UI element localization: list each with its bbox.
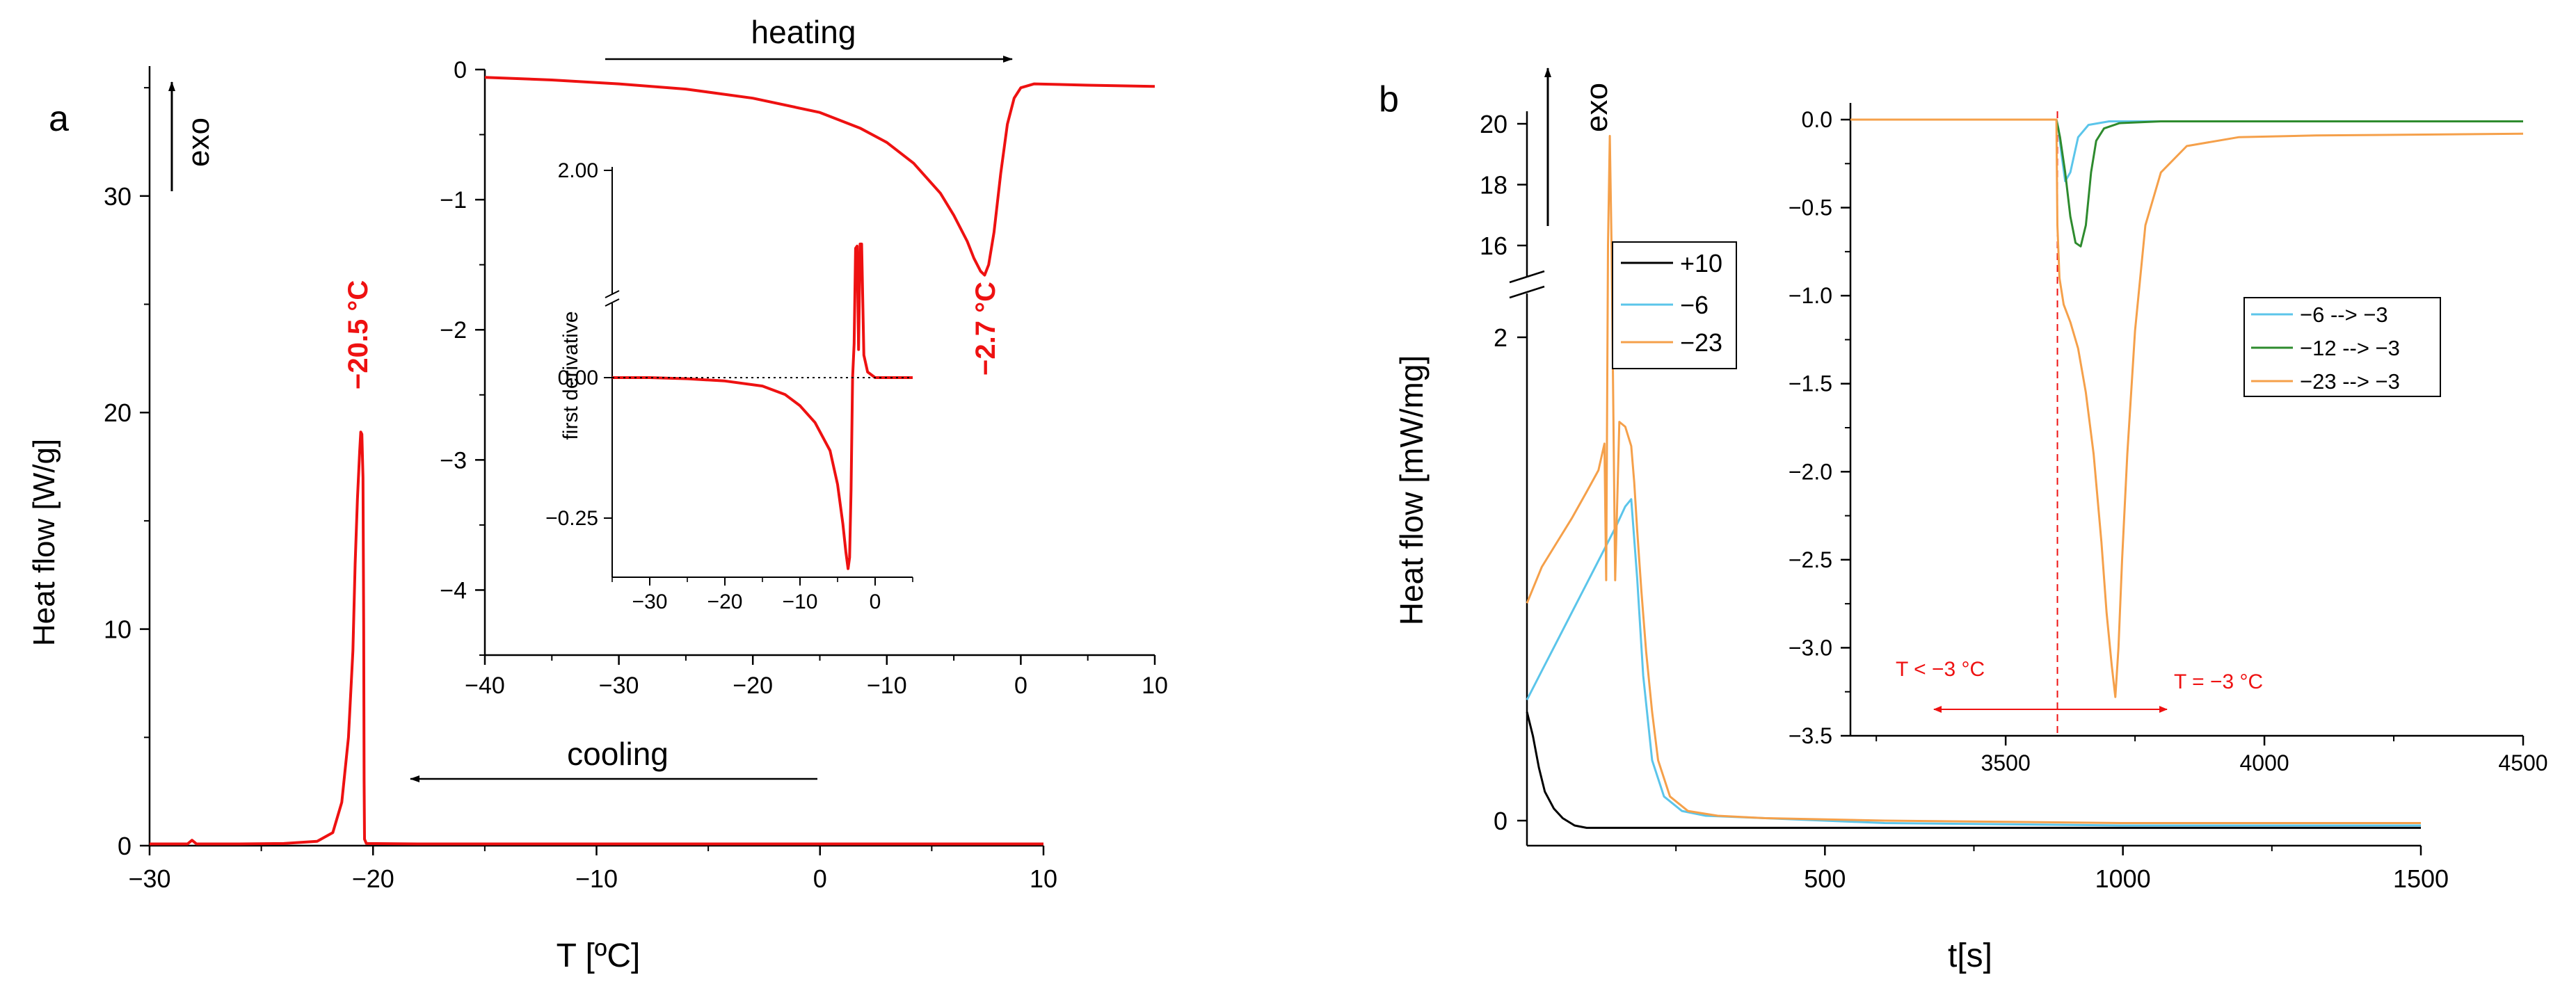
b-main-series-−23: [1526, 135, 2421, 824]
a-inset-xtick-label: −30: [599, 672, 639, 699]
b-inset-ytick-label: −2.5: [1789, 547, 1832, 572]
legend-b-main-label-3: −23: [1680, 328, 1722, 357]
a-main-ytick-label: 10: [104, 615, 131, 644]
annot-t-equal: T = −3 °C: [2174, 670, 2263, 693]
a-sub-xtick-label: 0: [870, 590, 881, 613]
a-inset-ytick-label: −1: [440, 187, 467, 213]
exo-label-b: exo: [1580, 83, 1614, 132]
legend-b-inset: −6 --> −3 −12 --> −3 −23 --> −3: [2243, 297, 2441, 397]
chart-b-main: 500 1000 1500 0 2 16 18 20: [1480, 110, 2449, 893]
b-inset-ytick-label: 0.0: [1802, 107, 1832, 132]
a-main-xtick-label: −10: [575, 864, 618, 893]
a-main-xtick-label: 10: [1030, 864, 1057, 893]
a-sub-background: [612, 167, 913, 577]
b-main-xtick-label: 1000: [2095, 864, 2151, 893]
b-inset-ytick-label: −3.5: [1789, 723, 1832, 748]
legend-b-inset-label-3: −23 --> −3: [2300, 369, 2400, 394]
b-main-series-+10: [1526, 711, 2421, 829]
a-inset-ytick-label: 0: [454, 57, 467, 83]
heating-label: heating: [751, 14, 856, 50]
legend-b-inset-label-2: −12 --> −3: [2300, 336, 2400, 360]
a-inset-ytick-label: −2: [440, 317, 467, 344]
a-sub-break-mark-1: [605, 290, 620, 298]
panel-b: b exo Heat flow [mW/mg] t[s] 500 1000 1500…: [1379, 67, 2548, 974]
b-main-ytick-label: 0: [1494, 807, 1507, 835]
legend-b-main-label-1: +10: [1680, 249, 1722, 277]
a-main-xtick-label: −20: [352, 864, 394, 893]
b-inset-ytick-label: −0.5: [1789, 195, 1832, 220]
b-main-xtick-label: 1500: [2393, 864, 2449, 893]
b-inset-ytick-label: −2.0: [1789, 459, 1832, 484]
b-inset-ytick-label: −1.0: [1789, 283, 1832, 308]
a-inset-xtick-label: −20: [733, 672, 773, 699]
legend-b-main-label-2: −6: [1680, 291, 1709, 319]
cooling-arrow: cooling: [410, 736, 817, 782]
a-main-series-cooling: [150, 430, 1043, 846]
a-inset-xtick-label: 10: [1142, 672, 1168, 699]
peak-label-a-main: −20.5 °C: [343, 280, 374, 389]
b-inset-xtick-label: 4500: [2498, 750, 2547, 775]
panel-a: a exo Heat flow [W/g] T [ºC] −30 −20 −10 0 1…: [27, 14, 1168, 974]
b-main-break-mark-2: [1509, 285, 1545, 299]
b-main-ytick-upper-label: 16: [1480, 232, 1507, 260]
a-main-ytick-label: 30: [104, 182, 131, 211]
legend-b-inset-label-1: −6 --> −3: [2300, 303, 2388, 327]
a-inset-xtick-label: 0: [1014, 672, 1027, 699]
chart-b-inset: 3500 4000 4500 0.0 −0.5 −1.0 −1.5 −2.0 −2.5 −3.0 −…: [1789, 103, 2548, 775]
b-main-xtick-label: 500: [1804, 864, 1846, 893]
b-inset-xtick-label: 3500: [1981, 750, 2031, 775]
peak-label-a-inset: −2.7 °C: [970, 282, 1001, 376]
a-main-ytick-label: 20: [104, 398, 131, 427]
a-sub-ytick-upper-label: 2.00: [558, 159, 598, 182]
a-sub-ytick-label: 0.00: [558, 366, 598, 389]
b-main-ytick-upper-label: 18: [1480, 171, 1507, 200]
a-main-xtick-label: −30: [128, 864, 170, 893]
a-sub-break-mark-2: [605, 298, 620, 307]
cooling-label: cooling: [567, 736, 669, 772]
heating-arrow: heating: [605, 14, 1013, 63]
subinset-ylabel: first derivative: [559, 311, 582, 440]
b-inset-ytick-label: −3.0: [1789, 635, 1832, 660]
b-inset-series-−23 --> −3: [1850, 118, 2524, 698]
annot-t-below: T < −3 °C: [1896, 658, 1985, 681]
exo-label-a: exo: [182, 118, 216, 167]
panel-a-ylabel: Heat flow [W/g]: [27, 439, 61, 646]
panel-a-xlabel: T [ºC]: [557, 937, 641, 974]
legend-b-main: +10 −6 −23: [1612, 241, 1737, 369]
panel-b-ylabel: Heat flow [mW/mg]: [1393, 355, 1430, 626]
b-main-ytick-label: 2: [1494, 323, 1507, 352]
panel-b-xlabel: t[s]: [1948, 937, 1992, 974]
panel-b-label: b: [1379, 79, 1399, 120]
chart-a-subinset: −30 −20 −10 0 0.00 −0.25 2.00: [545, 159, 913, 613]
b-inset-series-−12 --> −3: [1850, 118, 2523, 248]
panel-a-label: a: [49, 99, 69, 139]
exo-arrow-b: exo: [1544, 67, 1614, 226]
temperature-annotation: T < −3 °C T = −3 °C: [1896, 658, 2263, 713]
b-main-ytick-upper-label: 20: [1480, 110, 1507, 138]
a-sub-xtick-label: −20: [707, 590, 743, 613]
a-inset-xtick-label: −10: [867, 672, 907, 699]
a-sub-series-first-derivative: [612, 242, 913, 570]
b-inset-ytick-label: −1.5: [1789, 371, 1832, 396]
a-inset-xtick-label: −40: [465, 672, 505, 699]
a-inset-ytick-label: −3: [440, 447, 467, 474]
a-sub-xtick-label: −10: [783, 590, 818, 613]
b-main-break-mark-1: [1509, 270, 1545, 284]
exo-arrow-a: exo: [168, 81, 216, 191]
b-inset-xtick-label: 4000: [2239, 750, 2289, 775]
a-sub-ytick-label: −0.25: [545, 507, 598, 530]
b-inset-background: [1850, 103, 2523, 736]
a-main-xtick-label: 0: [813, 864, 827, 893]
a-inset-ytick-label: −4: [440, 577, 467, 604]
a-sub-xtick-label: −30: [632, 590, 668, 613]
a-inset-series-heating: [484, 76, 1155, 277]
a-main-ytick-label: 0: [118, 832, 131, 860]
